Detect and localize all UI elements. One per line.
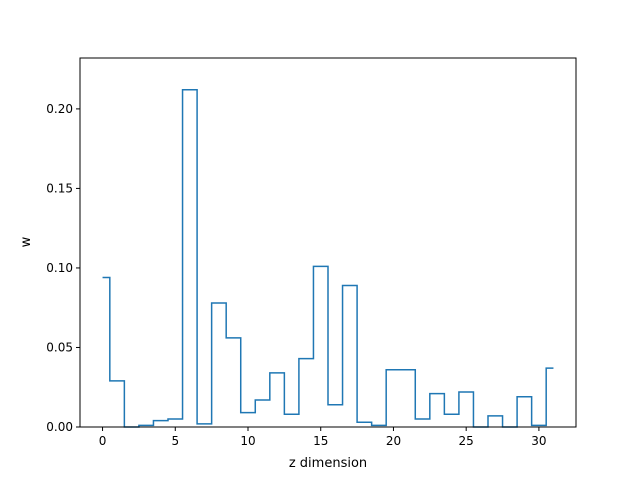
x-axis-ticks: 0 5 10 15 20 25 30 bbox=[99, 427, 547, 448]
y-tick-label: 0.10 bbox=[46, 261, 73, 275]
x-tick-label: 0 bbox=[99, 434, 107, 448]
x-tick-label: 30 bbox=[531, 434, 546, 448]
y-tick-label: 0.20 bbox=[46, 102, 73, 116]
x-axis-label: z dimension bbox=[289, 456, 367, 471]
x-tick-label: 25 bbox=[459, 434, 474, 448]
y-axis-label: w bbox=[19, 236, 34, 247]
axes-frame bbox=[79, 57, 577, 428]
y-axis-ticks: 0.00 0.05 0.10 0.15 0.20 bbox=[46, 102, 80, 434]
x-tick-label: 20 bbox=[386, 434, 401, 448]
x-tick-label: 10 bbox=[240, 434, 255, 448]
y-tick-label: 0.15 bbox=[46, 181, 73, 195]
x-tick-label: 5 bbox=[171, 434, 179, 448]
x-tick-label: 15 bbox=[313, 434, 328, 448]
y-tick-label: 0.05 bbox=[46, 340, 73, 354]
y-tick-label: 0.00 bbox=[46, 420, 73, 434]
